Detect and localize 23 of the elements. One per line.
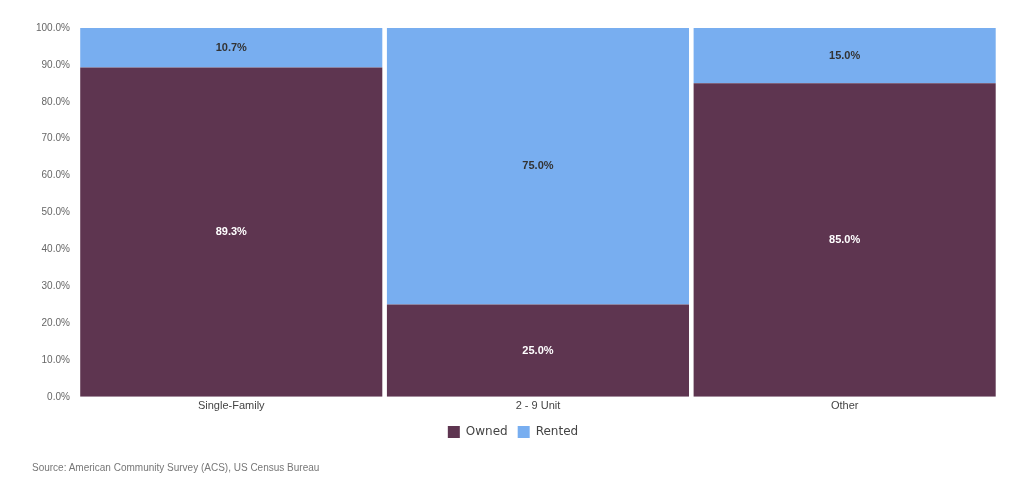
x-tick-label: Other [830,399,859,412]
data-label: 10.7% [215,40,248,53]
y-tick-label: 30.0% [41,279,71,291]
y-tick-label: 10.0% [41,353,71,365]
y-tick-label: 90.0% [41,58,71,70]
y-tick-label: 40.0% [41,243,71,255]
data-label: 89.3% [215,225,248,238]
data-label: 15.0% [829,48,861,61]
data-label: 85.0% [829,233,861,246]
y-tick-label: 0.0% [47,390,71,402]
x-tick-label: 2 - 9 Unit [515,399,561,412]
y-tick-label: 70.0% [41,132,71,144]
data-label: 25.0% [522,343,554,356]
y-tick-label: 60.0% [41,169,71,181]
source-note: Source: American Community Survey (ACS), US Census Bureau [32,462,321,473]
legend-label: Owned [465,424,508,439]
legend-label: Rented [535,424,579,439]
y-tick-label: 20.0% [41,316,71,328]
x-tick-label: Single-Family [197,399,266,412]
data-label: 75.0% [522,159,554,172]
y-tick-label: 100.0% [35,21,71,33]
y-tick-label: 50.0% [41,206,71,218]
y-tick-label: 80.0% [41,95,71,107]
